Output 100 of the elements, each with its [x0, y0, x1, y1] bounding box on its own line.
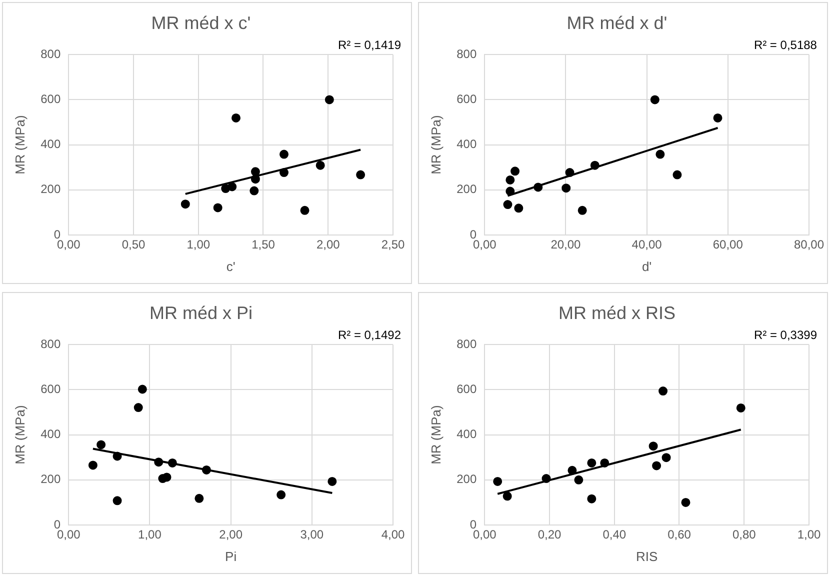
point — [681, 498, 690, 507]
point — [221, 184, 230, 194]
y-axis-title: MR (MPa) — [12, 115, 28, 174]
x-axis-title: d' — [642, 258, 652, 274]
x-axis-title: Pi — [225, 548, 237, 564]
point — [650, 95, 660, 104]
y-tick-label: 200 — [456, 182, 477, 196]
point — [574, 475, 584, 484]
y-tick-label: 200 — [40, 472, 61, 486]
point — [656, 150, 665, 159]
point — [662, 453, 671, 462]
x-tick-label: 3,00 — [300, 528, 324, 542]
text: R² = 0,1492 — [338, 328, 402, 342]
y-tick-label: 800 — [40, 336, 61, 351]
point — [506, 175, 515, 184]
x-tick-label: 20,00 — [550, 238, 582, 252]
point — [324, 95, 334, 104]
point — [232, 113, 240, 122]
x-tick-label: 40,00 — [632, 238, 662, 252]
point — [502, 492, 512, 501]
x-axis-title: c' — [226, 258, 236, 274]
point — [134, 403, 143, 412]
point — [250, 174, 260, 184]
chart-title: MR méd x c' — [151, 12, 251, 33]
y-axis-title: MR (MPa) — [428, 115, 444, 174]
point — [112, 496, 122, 506]
point — [506, 186, 515, 196]
point — [250, 186, 259, 196]
point — [493, 476, 502, 486]
point — [514, 204, 524, 213]
x-tick-label: 0,50 — [122, 238, 146, 252]
point — [300, 206, 310, 215]
point — [213, 203, 222, 212]
point — [672, 170, 682, 180]
x-tick-label: 2,00 — [316, 238, 340, 252]
point — [542, 474, 551, 484]
y-tick-label: 800 — [40, 46, 61, 61]
x-tick-label: 0,60 — [668, 528, 692, 542]
point — [250, 167, 260, 176]
point — [713, 113, 722, 122]
point — [356, 170, 366, 180]
y-tick-label: 800 — [456, 336, 477, 351]
text: R² = 0,5188 — [754, 38, 818, 52]
point — [562, 184, 571, 193]
point — [565, 168, 574, 178]
chart-title: MR méd x RIS — [558, 302, 676, 323]
x-tick-label: 1,00 — [797, 528, 821, 542]
chart-title: MR méd x d' — [566, 12, 668, 33]
point — [276, 490, 286, 500]
point — [736, 403, 746, 412]
point — [568, 466, 577, 475]
x-tick-label: 80,00 — [794, 238, 824, 252]
point — [534, 182, 543, 192]
point — [658, 386, 668, 396]
point — [228, 182, 237, 192]
x-tick-label: 1,00 — [186, 238, 210, 252]
point — [202, 465, 211, 474]
point — [194, 494, 204, 503]
y-tick-label: 400 — [456, 137, 477, 152]
y-tick-label: 600 — [456, 92, 477, 106]
point — [587, 458, 596, 468]
y-tick-label: 200 — [40, 182, 61, 196]
point — [138, 384, 147, 394]
point — [510, 166, 520, 176]
point — [590, 160, 600, 170]
point — [88, 460, 98, 470]
point — [503, 200, 512, 210]
text: R² = 0,1419 — [338, 38, 402, 52]
point — [600, 458, 610, 468]
point — [154, 458, 164, 467]
y-tick-label: 600 — [456, 382, 477, 396]
point — [180, 200, 190, 209]
y-axis-title: MR (MPa) — [428, 405, 444, 464]
point — [652, 461, 662, 470]
y-tick-label: 400 — [40, 137, 61, 152]
point — [162, 472, 172, 482]
x-tick-label: 2,00 — [219, 528, 243, 542]
point — [96, 440, 106, 450]
point — [316, 160, 325, 170]
text: R² = 0,3399 — [754, 328, 818, 342]
x-tick-label: 0,20 — [538, 528, 562, 542]
x-tick-label: 0,40 — [602, 528, 626, 542]
point — [328, 476, 337, 486]
x-tick-label: 4,00 — [381, 528, 405, 542]
x-axis-title: RIS — [636, 548, 658, 564]
chart-title: MR méd x Pi — [149, 302, 253, 323]
y-tick-label: 600 — [40, 92, 61, 106]
x-tick-label: 1,50 — [252, 238, 276, 252]
y-tick-label: 400 — [40, 427, 61, 442]
x-tick-label: 2,50 — [381, 238, 405, 252]
point — [280, 150, 289, 159]
y-tick-label: 600 — [40, 382, 61, 396]
x-tick-label: 60,00 — [712, 238, 744, 252]
point — [648, 442, 658, 451]
point — [578, 206, 587, 215]
y-tick-label: 800 — [456, 46, 477, 61]
y-axis-title: MR (MPa) — [12, 405, 28, 464]
point — [280, 168, 289, 178]
point — [587, 494, 596, 504]
point — [112, 452, 122, 461]
